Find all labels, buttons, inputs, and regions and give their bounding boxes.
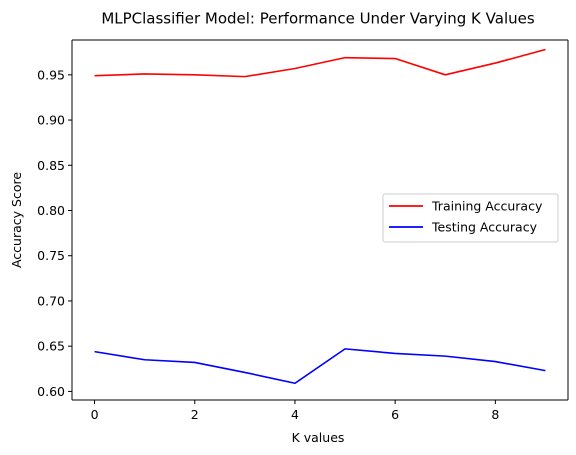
series-line-testing-accuracy <box>94 348 546 385</box>
legend: Training Accuracy Testing Accuracy <box>382 193 559 243</box>
y-tick-label: 0.90 <box>37 113 65 128</box>
legend-box <box>382 193 559 243</box>
y-tick-label: 0.85 <box>37 158 65 173</box>
x-tick-label: 4 <box>291 407 299 422</box>
y-ticks: 0.60 0.65 0.70 0.75 0.80 0.85 0.90 0.95 <box>37 67 72 399</box>
x-axis-label: K values <box>292 430 345 445</box>
x-tick-label: 8 <box>491 407 499 422</box>
x-tick-label: 0 <box>91 407 99 422</box>
x-tick-label: 2 <box>191 407 199 422</box>
series-line-training-accuracy <box>94 48 546 78</box>
y-tick-label: 0.60 <box>37 384 65 399</box>
series-layer <box>94 48 546 385</box>
x-tick-label: 6 <box>391 407 399 422</box>
x-ticks: 0 2 4 6 8 <box>91 400 499 422</box>
legend-testing-label: Testing Accuracy <box>431 220 538 235</box>
legend-training-label: Training Accuracy <box>431 199 543 214</box>
y-axis-label: Accuracy Score <box>9 172 24 268</box>
y-tick-label: 0.95 <box>37 67 65 82</box>
y-tick-label: 0.80 <box>37 203 65 218</box>
chart-title: MLPClassifier Model: Performance Under V… <box>101 10 535 28</box>
y-tick-label: 0.65 <box>37 339 65 354</box>
y-tick-label: 0.75 <box>37 248 65 263</box>
axes <box>71 39 569 401</box>
y-tick-label: 0.70 <box>37 293 65 308</box>
